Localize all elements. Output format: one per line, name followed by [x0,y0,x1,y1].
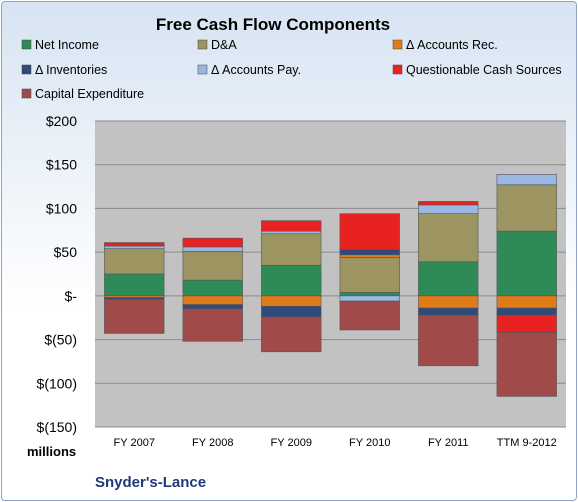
bar-segment-accounts-pay [418,204,479,214]
bar-segment-net-income [104,273,165,297]
bar-segment-capital-expenditure [418,314,479,367]
bar-segment-d-a [104,248,165,275]
bar-segment-net-income [339,292,400,297]
bar-segment-net-income [418,261,479,297]
x-tick-label: FY 2011 [428,437,469,449]
bar-segment-capital-expenditure [496,332,557,397]
legend-label-accounts-rec: Δ Accounts Rec. [406,38,498,52]
unit-label: millions [27,444,76,459]
bar-segment-accounts-pay [339,295,400,302]
legend-label-questionable-cash-sources: Questionable Cash Sources [406,63,562,77]
legend-label-net-income: Net Income [35,38,99,52]
bar-segment-d-a [261,233,322,266]
bar-segment-accounts-rec [418,295,479,309]
bar-segment-d-a [496,184,557,232]
bar-segment-net-income [261,264,322,297]
x-tick-label: FY 2007 [114,437,155,449]
bar-segment-capital-expenditure [104,299,165,334]
bar-segment-inventories [182,304,243,310]
y-tick-label: $50 [54,244,78,260]
bar-segment-accounts-pay [261,230,322,235]
bar-segment-capital-expenditure [339,300,400,331]
legend-label-inventories: Δ Inventories [35,63,107,77]
y-tick-label: $(150) [37,419,77,435]
company-name: Snyder's-Lance [95,474,206,491]
legend-swatch-inventories [21,64,32,75]
bar-segment-inventories [261,306,322,318]
bar-segment-accounts-rec [182,295,243,305]
plot-area: $200 $150 $100 $50 $- $(50) $(100) $(150) FY 200… [37,113,566,449]
bar-segment-capital-expenditure [182,308,243,342]
y-tick-label: $200 [46,113,77,129]
y-tick-label: $150 [46,157,77,173]
legend-swatch-accounts-pay [197,64,208,75]
bar-segment-questionable-cash-sources [261,220,322,232]
y-tick-label: $(50) [44,332,77,348]
bar-segment-net-income [182,279,243,297]
bar-segment-inventories [496,307,557,316]
chart-title: Free Cash Flow Components [156,15,390,34]
y-tick-label: $(100) [37,375,77,391]
y-tick-label: $100 [46,200,77,216]
legend-swatch-d-a [197,39,208,50]
x-tick-label: FY 2009 [271,437,312,449]
x-tick-label: FY 2010 [349,437,390,449]
bar-segment-capital-expenditure [261,316,322,353]
bar-segment-d-a [418,213,479,263]
bar-segment-accounts-rec [261,295,322,307]
bar-segment-inventories [339,249,400,256]
legend-label-d-a: D&A [211,38,237,52]
bar-segment-questionable-cash-sources [182,237,243,248]
legend-label-accounts-pay: Δ Accounts Pay. [211,63,301,77]
plot-background [95,121,566,427]
bar-segment-accounts-pay [182,246,243,252]
legend: Net Income D&A Δ Accounts Rec. Δ Inventorie… [21,38,562,101]
legend-label-capital-expenditure: Capital Expenditure [35,87,144,101]
bar-segment-questionable-cash-sources [104,242,165,247]
bar-segment-questionable-cash-sources [496,314,557,333]
x-tick-label: FY 2008 [192,437,233,449]
bar-segment-inventories [418,307,479,316]
legend-swatch-net-income [21,39,32,50]
legend-swatch-accounts-rec [392,39,403,50]
bar-segment-d-a [182,250,243,281]
bar-segment-accounts-rec [339,254,400,258]
bar-segment-d-a [339,257,400,293]
legend-swatch-questionable-cash-sources [392,64,403,75]
bar-segment-net-income [496,230,557,297]
x-tick-label: TTM 9-2012 [497,437,557,449]
bar-segment-accounts-rec [496,295,557,309]
bar-segment-questionable-cash-sources [418,201,479,206]
bar-segment-accounts-pay [496,174,557,186]
legend-swatch-capital-expenditure [21,88,32,99]
bar-segment-questionable-cash-sources [339,213,400,250]
y-tick-label: $- [65,288,78,304]
bar-segment-accounts-pay [104,245,165,249]
